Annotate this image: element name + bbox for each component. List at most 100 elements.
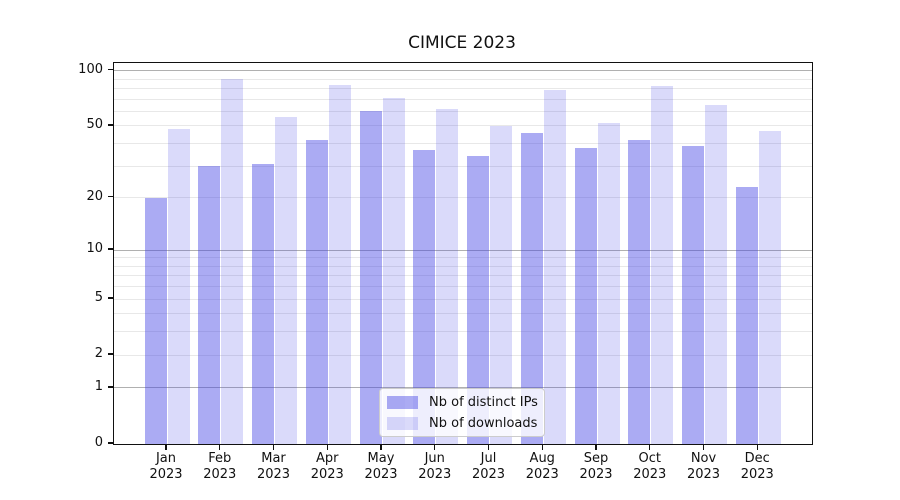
- bar-oct-2023-nb-of-downloads: [651, 85, 674, 444]
- x-tick-may-2023: [380, 444, 382, 450]
- bar-apr-2023-nb-of-distinct-ips: [305, 139, 328, 444]
- bar-jun-2023-nb-of-downloads: [436, 108, 459, 444]
- y-tick-50: [108, 124, 113, 126]
- y-tick-label-100: 100: [78, 61, 103, 77]
- gridline-minor-3: [114, 331, 812, 333]
- x-tick-label-line: 2023: [471, 466, 506, 482]
- x-tick-label-line: Jan: [155, 451, 177, 466]
- bar-jan-2023-nb-of-downloads: [167, 129, 190, 444]
- gridline-minor-2: [114, 354, 812, 356]
- legend-label-distinct-ips: Nb of distinct IPs: [429, 394, 538, 410]
- x-tick-label-line: 2023: [310, 466, 344, 482]
- y-tick-10: [108, 248, 113, 250]
- bar-jun-2023-nb-of-distinct-ips: [413, 149, 436, 444]
- bar-nov-2023-nb-of-downloads: [705, 105, 727, 444]
- chart-title: CIMICE 2023: [408, 33, 516, 53]
- x-tick-label-line: 2023: [418, 466, 452, 482]
- x-tick-label-jul-2023: Jul 2023: [461, 451, 517, 482]
- gridline-minor-30: [114, 165, 812, 167]
- x-tick-label-line: Oct: [638, 451, 661, 466]
- bar-oct-2023-nb-of-distinct-ips: [628, 139, 651, 444]
- bar-dec-2023-nb-of-downloads: [758, 130, 781, 444]
- x-tick-label-line: 2023: [203, 466, 237, 482]
- bar-jul-2023-nb-of-downloads: [490, 125, 512, 444]
- y-tick-label-2: 2: [94, 346, 103, 362]
- y-tick-label-1: 1: [94, 378, 103, 394]
- x-tick-jun-2023: [434, 444, 436, 450]
- x-tick-sep-2023: [595, 444, 597, 450]
- legend: Nb of distinct IPs Nb of downloads: [379, 388, 545, 437]
- y-tick-label-0: 0: [94, 435, 103, 450]
- x-tick-jan-2023: [165, 444, 167, 450]
- bar-jul-2023-nb-of-distinct-ips: [467, 156, 489, 444]
- x-tick-label-line: 2023: [686, 466, 721, 482]
- x-tick-label-line: 2023: [256, 466, 291, 482]
- legend-swatch-downloads: [387, 416, 418, 430]
- gridline-minor-8: [114, 265, 812, 267]
- x-tick-label-dec-2023: Dec 2023: [729, 451, 785, 482]
- x-tick-nov-2023: [702, 444, 705, 450]
- legend-row-distinct-ips: Nb of distinct IPs: [387, 394, 538, 410]
- y-tick-label-5: 5: [94, 290, 103, 306]
- y-tick-label-20: 20: [86, 188, 103, 204]
- x-tick-aug-2023: [541, 444, 543, 450]
- gridline-minor-5: [114, 298, 812, 300]
- x-tick-label-feb-2023: Feb 2023: [192, 451, 248, 482]
- y-tick-2: [108, 353, 113, 355]
- bar-nov-2023-nb-of-distinct-ips: [682, 145, 704, 444]
- x-tick-label-apr-2023: Apr 2023: [299, 451, 355, 482]
- gridline-minor-70: [114, 98, 812, 100]
- bar-may-2023-nb-of-distinct-ips: [359, 111, 382, 444]
- gridline-major-1: [114, 387, 812, 389]
- x-tick-label-line: Dec: [744, 451, 770, 466]
- bar-dec-2023-nb-of-distinct-ips: [735, 186, 758, 444]
- bar-aug-2023-nb-of-downloads: [543, 89, 566, 444]
- legend-label-downloads: Nb of downloads: [429, 415, 538, 431]
- x-tick-feb-2023: [219, 444, 221, 450]
- x-tick-label-sep-2023: Sep 2023: [568, 451, 624, 482]
- x-tick-label-line: Jun: [424, 451, 445, 466]
- bar-mar-2023-nb-of-downloads: [275, 116, 297, 444]
- x-tick-label-line: 2023: [364, 466, 398, 482]
- y-tick-label-10: 10: [86, 241, 103, 256]
- x-tick-dec-2023: [756, 444, 758, 450]
- gridline-minor-40: [114, 143, 812, 145]
- gridline-minor-20: [114, 197, 812, 199]
- gridline-minor-9: [114, 257, 812, 259]
- bar-mar-2023-nb-of-distinct-ips: [252, 163, 274, 444]
- x-tick-label-line: 2023: [579, 466, 613, 482]
- x-tick-mar-2023: [272, 444, 275, 450]
- gridline-minor-90: [114, 78, 812, 80]
- bar-may-2023-nb-of-downloads: [382, 98, 405, 444]
- x-tick-label-line: 2023: [740, 466, 774, 482]
- x-tick-label-line: Nov: [690, 451, 717, 466]
- x-tick-label-may-2023: May 2023: [353, 451, 409, 482]
- legend-swatch-distinct-ips: [387, 395, 418, 409]
- x-tick-label-line: May: [367, 451, 395, 466]
- y-tick-100: [108, 68, 113, 71]
- x-tick-oct-2023: [649, 444, 651, 450]
- gridline-minor-80: [114, 87, 812, 89]
- gridline-minor-50: [114, 125, 812, 127]
- x-tick-label-line: Jul: [480, 451, 497, 466]
- gridline-minor-60: [114, 110, 812, 112]
- gridline-major-10: [114, 249, 812, 251]
- x-tick-label-line: Apr: [316, 451, 339, 466]
- x-tick-jul-2023: [487, 444, 490, 450]
- gridline-major-100: [114, 70, 812, 72]
- bar-sep-2023-nb-of-downloads: [597, 122, 620, 444]
- gridline-minor-4: [114, 313, 812, 315]
- x-tick-label-line: 2023: [525, 466, 559, 482]
- y-tick-20: [108, 195, 113, 198]
- x-tick-label-line: 2023: [633, 466, 667, 482]
- x-tick-label-aug-2023: Aug 2023: [514, 451, 570, 482]
- y-tick-5: [108, 297, 113, 299]
- x-tick-label-line: 2023: [149, 466, 183, 482]
- x-tick-label-line: Feb: [208, 451, 232, 466]
- plot-area: [113, 62, 813, 445]
- x-tick-label-nov-2023: Nov 2023: [676, 451, 732, 482]
- bar-apr-2023-nb-of-downloads: [328, 84, 351, 444]
- legend-row-downloads: Nb of downloads: [387, 415, 538, 431]
- x-tick-label-line: Mar: [261, 451, 286, 466]
